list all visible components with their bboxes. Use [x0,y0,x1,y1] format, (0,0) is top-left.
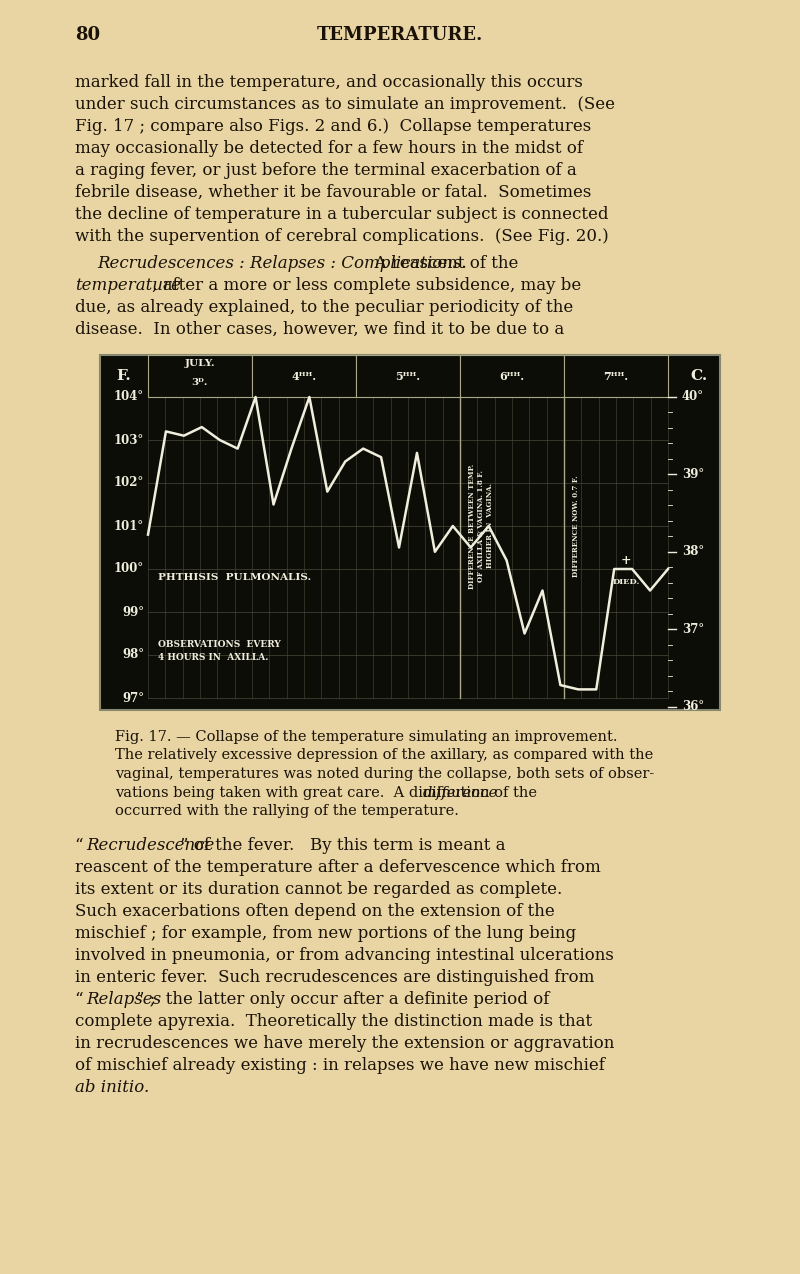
Text: Such exacerbations often depend on the extension of the: Such exacerbations often depend on the e… [75,902,554,920]
Text: mischief ; for example, from new portions of the lung being: mischief ; for example, from new portion… [75,925,576,941]
Text: 4ᴴᴴ.: 4ᴴᴴ. [291,371,317,381]
Text: Recrudescences : Relapses : Complications.: Recrudescences : Relapses : Complication… [97,255,466,273]
Text: occurred with the rallying of the temperature.: occurred with the rallying of the temper… [115,804,459,818]
Text: DIED.: DIED. [613,577,640,586]
Text: in enteric fever.  Such recrudescences are distinguished from: in enteric fever. Such recrudescences ar… [75,968,594,986]
Bar [564,355,668,397]
Text: PHTHISIS  PULMONALIS.: PHTHISIS PULMONALIS. [158,573,311,582]
Text: OF AXILLA & VAGINA. 1.8 F.: OF AXILLA & VAGINA. 1.8 F. [477,470,485,582]
Text: OBSERVATIONS  EVERY: OBSERVATIONS EVERY [158,640,281,648]
Bar [252,355,356,397]
Text: 39°: 39° [682,468,704,480]
Text: 6ᴴᴴ.: 6ᴴᴴ. [499,371,525,381]
Text: 4 HOURS IN  AXILLA.: 4 HOURS IN AXILLA. [158,654,269,662]
Text: , after a more or less complete subsidence, may be: , after a more or less complete subsiden… [152,276,582,294]
Text: Fig. 17. — Collapse of the temperature simulating an improvement.: Fig. 17. — Collapse of the temperature s… [115,730,618,744]
Text: 101°: 101° [114,520,144,533]
Text: 98°: 98° [122,648,144,661]
Text: a raging fever, or just before the terminal exacerbation of a: a raging fever, or just before the termi… [75,162,577,180]
Text: vaginal, temperatures was noted during the collapse, both sets of obser-: vaginal, temperatures was noted during t… [115,767,654,781]
Text: febrile disease, whether it be favourable or fatal.  Sometimes: febrile disease, whether it be favourabl… [75,183,591,201]
Text: 100°: 100° [114,563,144,576]
Text: 3ᴰ.: 3ᴰ. [192,378,208,387]
Text: “: “ [75,990,87,1008]
Text: Relapses: Relapses [86,990,161,1008]
Text: Recrudescence: Recrudescence [86,837,214,854]
Text: ab initio.: ab initio. [75,1079,150,1096]
Text: +: + [621,554,631,567]
Text: complete apyrexia.  Theoretically the distinction made is that: complete apyrexia. Theoretically the dis… [75,1013,592,1029]
Text: 5ᴴᴴ.: 5ᴴᴴ. [395,371,421,381]
Text: reascent of the temperature after a defervescence which from: reascent of the temperature after a defe… [75,859,601,875]
Text: vations being taken with great care.  A diminution of the: vations being taken with great care. A d… [115,786,542,800]
Text: involved in pneumonia, or from advancing intestinal ulcerations: involved in pneumonia, or from advancing… [75,947,614,963]
Text: 97°: 97° [122,692,144,705]
Text: 37°: 37° [682,623,704,636]
Text: JULY.: JULY. [185,359,215,368]
Bar [460,355,564,397]
Text: difference: difference [422,786,498,800]
Text: A reascent of the: A reascent of the [364,255,518,273]
Text: ” ;  the latter only occur after a definite period of: ” ; the latter only occur after a defini… [136,990,550,1008]
Text: the decline of temperature in a tubercular subject is connected: the decline of temperature in a tubercul… [75,206,609,223]
Bar [100,355,720,710]
Text: may occasionally be detected for a few hours in the midst of: may occasionally be detected for a few h… [75,140,583,157]
Text: disease.  In other cases, however, we find it to be due to a: disease. In other cases, however, we fin… [75,321,564,338]
Text: 40°: 40° [682,391,704,404]
Text: DIFFERENCE BETWEEN TEMP.: DIFFERENCE BETWEEN TEMP. [468,464,476,589]
Text: The relatively excessive depression of the axillary, as compared with the: The relatively excessive depression of t… [115,749,654,763]
Text: F.: F. [117,369,131,383]
Text: under such circumstances as to simulate an improvement.  (See: under such circumstances as to simulate … [75,96,615,113]
Text: 38°: 38° [682,545,704,558]
Text: ” of the fever.   By this term is meant a: ” of the fever. By this term is meant a [180,837,506,854]
Text: TEMPERATURE.: TEMPERATURE. [317,25,483,45]
Text: with the supervention of cerebral complications.  (See Fig. 20.): with the supervention of cerebral compli… [75,228,609,245]
Text: Fig. 17 ; compare also Figs. 2 and 6.)  Collapse temperatures: Fig. 17 ; compare also Figs. 2 and 6.) C… [75,118,591,135]
Text: HIGHER IN  VAGINA.: HIGHER IN VAGINA. [486,484,494,568]
Text: DIFFERENCE NOW. 0.7 F.: DIFFERENCE NOW. 0.7 F. [572,475,580,577]
Text: 103°: 103° [114,433,144,446]
Text: in recrudescences we have merely the extension or aggravation: in recrudescences we have merely the ext… [75,1034,614,1051]
Text: C.: C. [690,369,708,383]
Text: 104°: 104° [114,391,144,404]
Text: “: “ [75,837,87,854]
Text: temperature: temperature [75,276,181,294]
Text: 102°: 102° [114,476,144,489]
Text: 36°: 36° [682,701,704,713]
Text: 80: 80 [75,25,100,45]
Text: marked fall in the temperature, and occasionally this occurs: marked fall in the temperature, and occa… [75,74,583,90]
Text: 99°: 99° [122,605,144,618]
Text: 7ᴴᴴ.: 7ᴴᴴ. [603,371,629,381]
Text: its extent or its duration cannot be regarded as complete.: its extent or its duration cannot be reg… [75,880,562,897]
Bar [356,355,460,397]
Text: of mischief already existing : in relapses we have new mischief: of mischief already existing : in relaps… [75,1056,605,1074]
Text: due, as already explained, to the peculiar periodicity of the: due, as already explained, to the peculi… [75,299,574,316]
Bar [148,355,252,397]
